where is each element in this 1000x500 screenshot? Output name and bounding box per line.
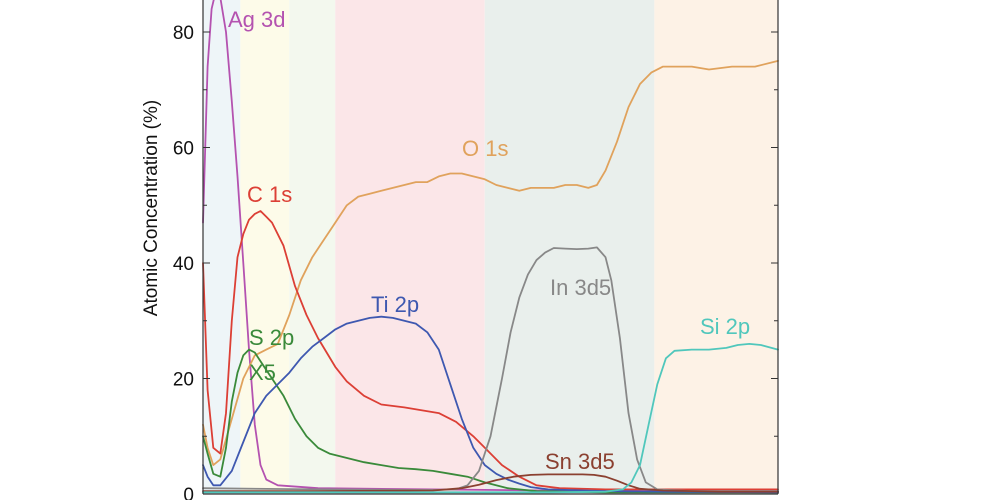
series-line-ti-2p: [202, 315, 779, 494]
series-label-x5: X5: [249, 360, 276, 385]
y-tick-label: 20: [173, 370, 194, 391]
series-label-si-2p: Si 2p: [700, 314, 750, 339]
region-band-5: [484, 0, 655, 494]
axes: 0 20 40 60 80: [173, 0, 779, 500]
region-bands: [203, 0, 778, 494]
region-band-3: [289, 0, 336, 494]
y-tick-label: 0: [183, 485, 194, 500]
series-lines: [202, 0, 779, 494]
region-band-1: [203, 0, 241, 494]
series-label-s-2p: S 2p: [249, 325, 294, 350]
series-label-o-1s: O 1s: [462, 136, 508, 161]
series-line-c-1s: [202, 210, 779, 491]
series-line-si-2p: [202, 343, 779, 494]
y-axis-label: Atomic Concentration (%): [141, 100, 162, 316]
series-label-sn-3d5: Sn 3d5: [545, 449, 615, 474]
region-band-6: [654, 0, 778, 494]
series-line-s-2p-x5: [202, 348, 779, 494]
series-line-o-1s: [202, 60, 779, 466]
series-label-ti-2p: Ti 2p: [371, 292, 419, 317]
region-band-2: [240, 0, 290, 494]
series-label-ag-3d: Ag 3d: [228, 7, 286, 32]
y-tick-label: 60: [173, 139, 194, 160]
series-label-in-3d5: In 3d5: [550, 275, 611, 300]
series-line-sn-3d5: [202, 473, 779, 493]
y-tick-label: 80: [173, 23, 194, 44]
series-label-c-1s: C 1s: [247, 182, 292, 207]
series-labels: Ag 3d O 1s C 1s S 2p X5 Ti 2p In 3d5 Sn 3d5 Si 2…: [228, 7, 750, 474]
series-line-in-3d5: [202, 246, 779, 492]
y-tick-label: 40: [173, 254, 194, 275]
